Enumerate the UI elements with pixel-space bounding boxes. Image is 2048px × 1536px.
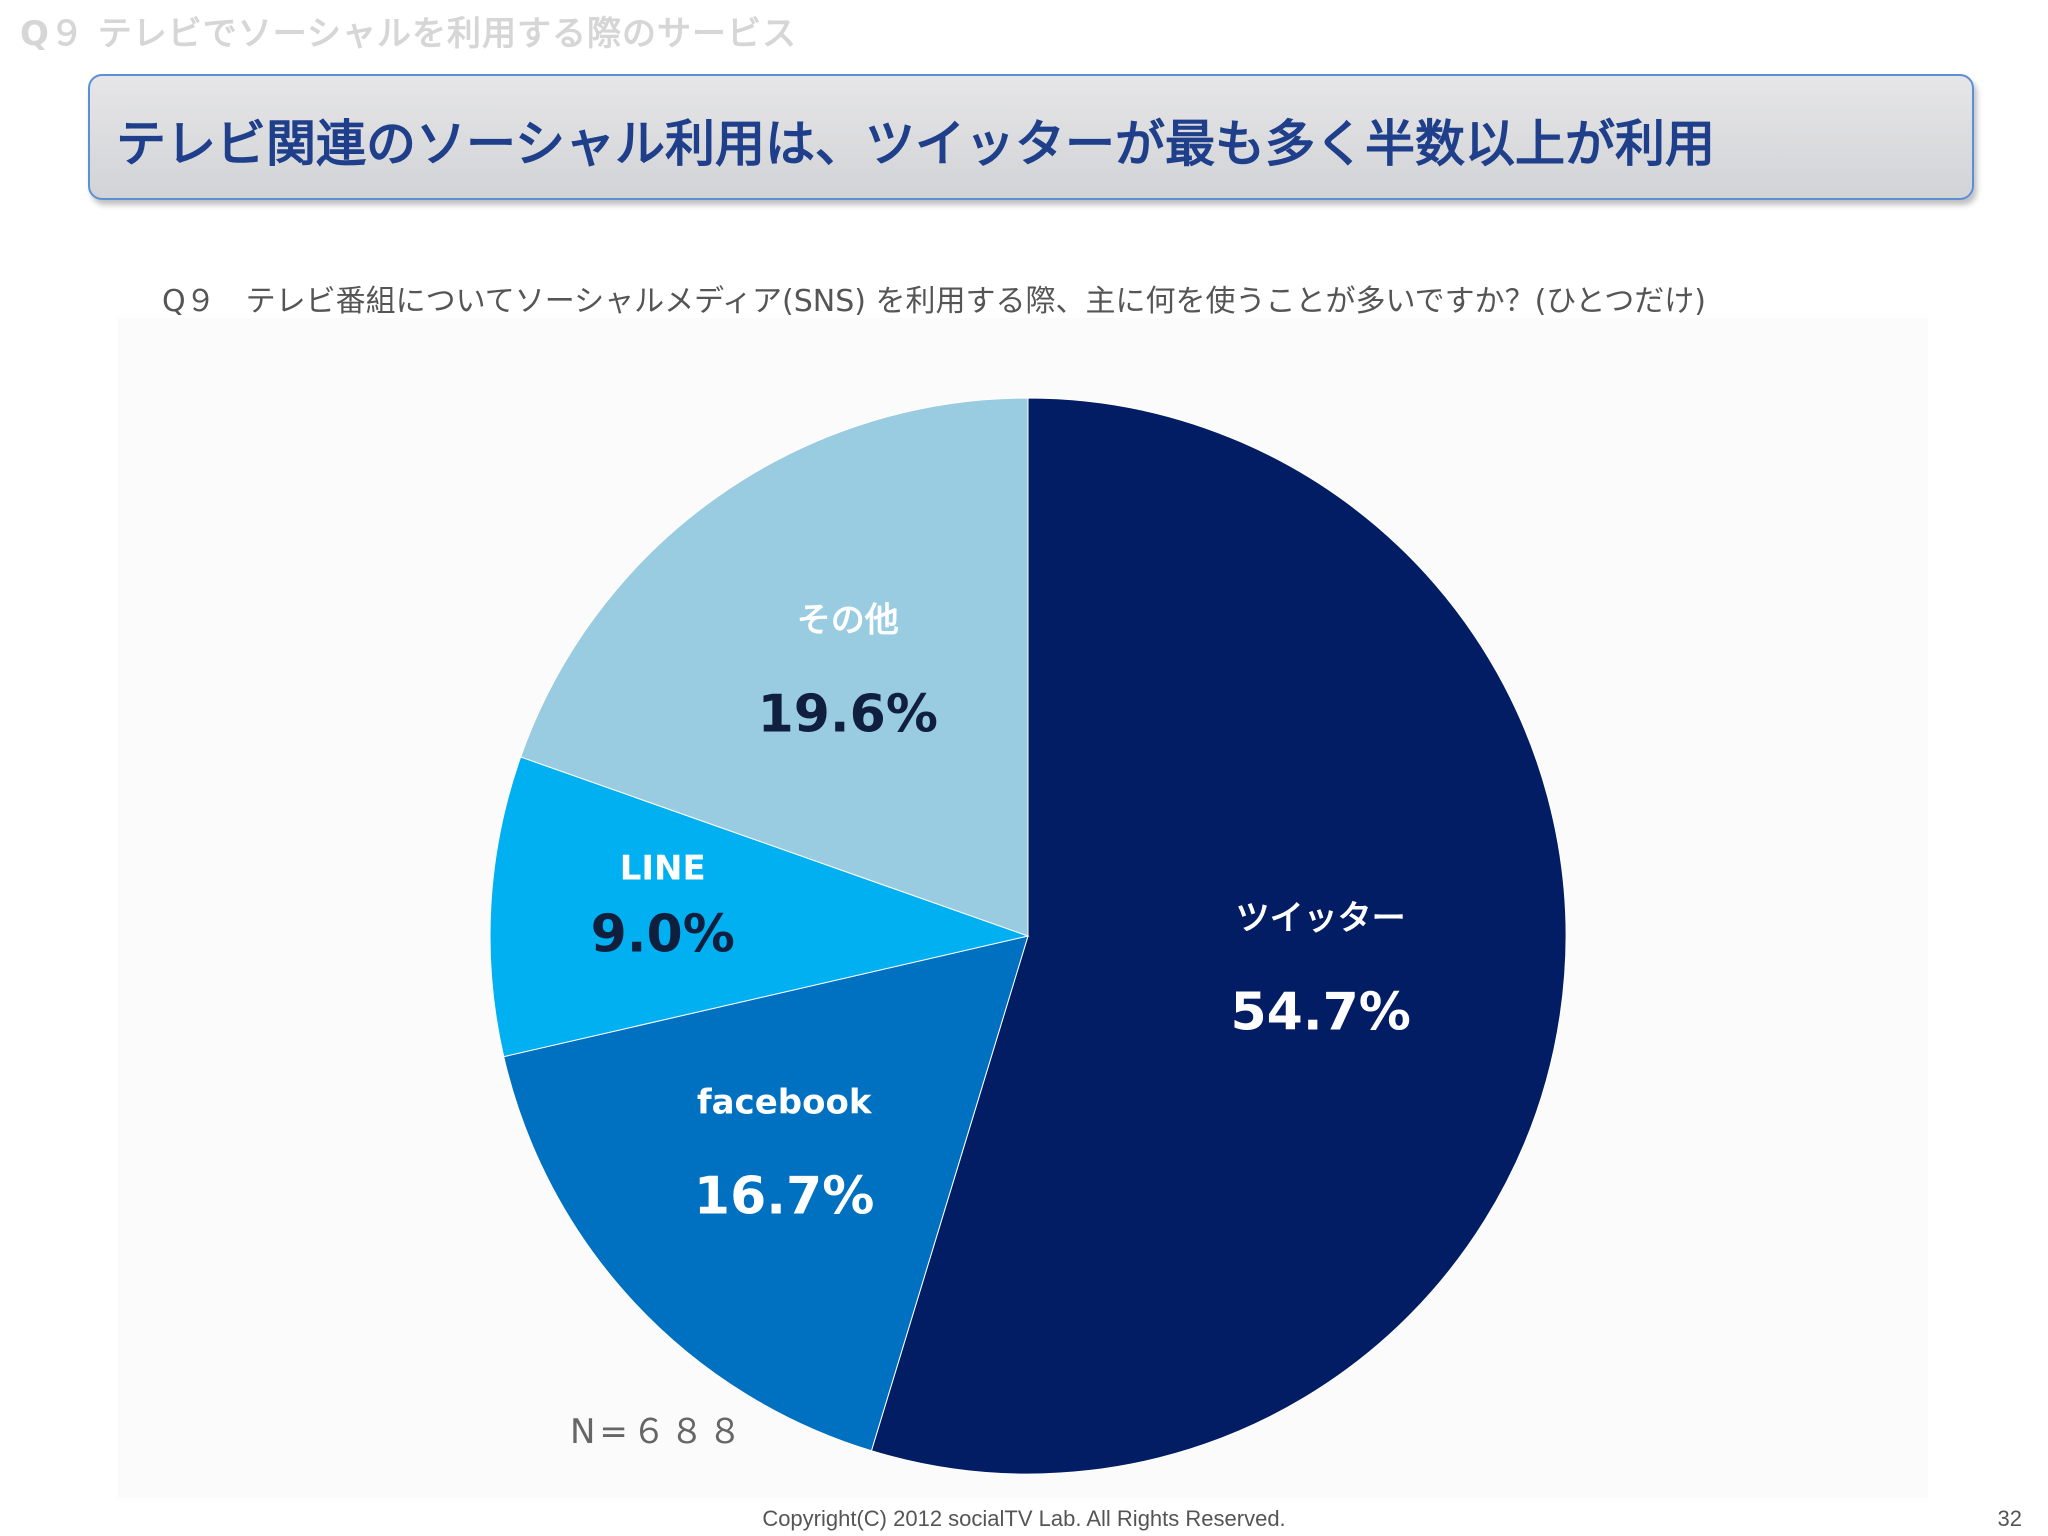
copyright: Copyright(C) 2012 socialTV Lab. All Righ… [762, 1506, 1286, 1531]
survey-question: Q９ テレビ番組についてソーシャルメディア(SNS) を利用する際、主に何を使う… [162, 284, 1706, 319]
pie-slice-2 [489, 756, 1030, 1058]
slice-label-3: その他 [797, 600, 899, 640]
pie-slice-0 [870, 397, 1567, 1475]
slice-value-2: 9.0% [591, 904, 735, 964]
pie-slice-1 [503, 935, 1029, 1452]
slice-label-0: ツイッター [1236, 899, 1406, 939]
page-number: 32 [1997, 1506, 2022, 1531]
slice-label-1: facebook [697, 1083, 873, 1123]
section-label: Q９ テレビでソーシャルを利用する際のサービス [20, 14, 798, 54]
sample-size: N=６８８ [570, 1412, 746, 1452]
slice-value-0: 54.7% [1230, 983, 1410, 1043]
slice-value-3: 19.6% [758, 684, 938, 744]
slice-value-1: 16.7% [694, 1167, 874, 1227]
pie-slice-3 [520, 397, 1029, 937]
title-banner: テレビ関連のソーシャル利用は、ツイッターが最も多く半数以上が利用 [88, 74, 1974, 200]
page-title: テレビ関連のソーシャル利用は、ツイッターが最も多く半数以上が利用 [116, 115, 1715, 173]
slice-label-2: LINE [620, 848, 706, 888]
